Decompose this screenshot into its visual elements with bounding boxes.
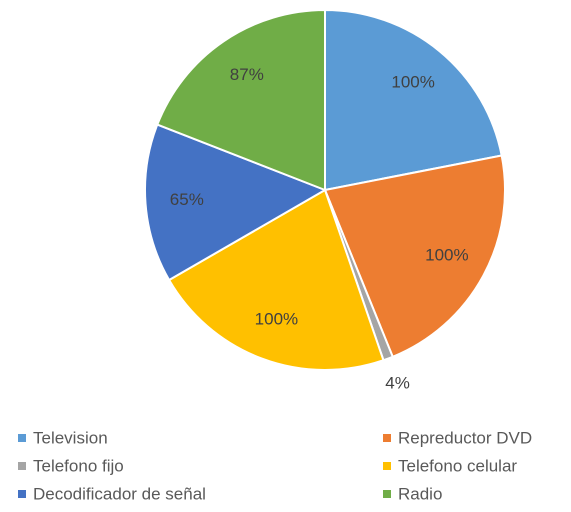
legend-marker [383,434,391,442]
data-label: 100% [391,72,434,91]
data-label: 100% [425,245,468,264]
legend-marker [18,462,26,470]
data-label: 100% [255,309,298,328]
legend-label: Radio [398,484,442,503]
legend-label: Decodificador de señal [33,484,206,503]
data-label: 87% [230,65,264,84]
legend-label: Telefono celular [398,456,517,475]
data-label: 65% [170,190,204,209]
legend-label: Television [33,428,108,447]
pie-slice [323,154,506,359]
pie-slice [324,8,503,192]
legend-marker [18,434,26,442]
pie-slice [167,188,385,371]
legend-label: Repreductor DVD [398,428,532,447]
legend-marker [383,462,391,470]
legend-marker [383,490,391,498]
legend-label: Telefono fijo [33,456,124,475]
pie-slice [144,123,328,282]
legend-marker [18,490,26,498]
data-label: 4% [385,373,410,392]
pie-slice [156,8,326,192]
